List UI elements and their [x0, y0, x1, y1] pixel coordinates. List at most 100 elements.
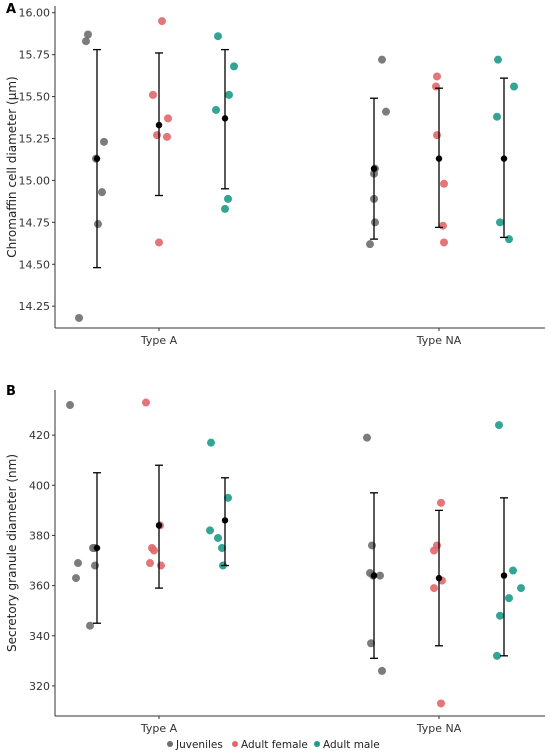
- y-axis-title: Secretory granule diameter (nm): [5, 454, 19, 652]
- y-tick-label: 15.25: [19, 132, 51, 145]
- data-point: [225, 90, 233, 99]
- data-point: [66, 401, 74, 410]
- x-tick-label: Type NA: [416, 334, 462, 347]
- data-point: [440, 179, 448, 188]
- mean-point: [155, 522, 163, 529]
- data-point: [94, 220, 102, 229]
- data-point: [221, 204, 229, 213]
- data-point: [363, 433, 371, 442]
- data-point: [505, 235, 513, 244]
- x-tick-label: Type A: [140, 722, 178, 735]
- legend-label: Adult male: [323, 739, 380, 751]
- data-point: [153, 131, 161, 140]
- data-point: [214, 32, 222, 41]
- legend-label: Adult female: [241, 739, 308, 751]
- data-point: [150, 546, 158, 555]
- x-tick-label: Type A: [140, 334, 178, 347]
- data-point: [430, 546, 438, 555]
- data-point: [230, 62, 238, 71]
- data-point: [155, 238, 163, 247]
- y-tick-label: 420: [29, 429, 50, 442]
- legend-label: Juveniles: [175, 739, 223, 751]
- data-point: [91, 561, 99, 570]
- data-point: [517, 584, 525, 593]
- data-point: [98, 188, 106, 197]
- y-tick-label: 360: [29, 580, 50, 593]
- mean-point: [435, 155, 443, 162]
- data-point: [493, 651, 501, 660]
- data-point: [158, 17, 166, 26]
- data-point: [146, 559, 154, 568]
- data-point: [218, 543, 226, 552]
- mean-point: [500, 572, 508, 579]
- data-point: [86, 621, 94, 630]
- y-tick-label: 14.75: [19, 216, 51, 229]
- data-point: [439, 221, 447, 230]
- data-point: [496, 218, 504, 227]
- data-point: [224, 194, 232, 203]
- data-point: [430, 584, 438, 593]
- y-tick-label: 15.75: [19, 49, 51, 62]
- data-point: [437, 498, 445, 507]
- legend-swatch: [314, 741, 320, 747]
- y-tick-label: 16.00: [19, 7, 51, 20]
- data-point: [433, 72, 441, 81]
- data-point: [212, 105, 220, 114]
- legend: Juveniles Adult female Adult male: [167, 739, 380, 751]
- data-point: [433, 131, 441, 140]
- panel-letter: B: [6, 384, 16, 399]
- data-point: [72, 574, 80, 583]
- data-point: [368, 541, 376, 550]
- mean-point: [221, 517, 229, 524]
- data-point: [440, 238, 448, 247]
- data-point: [496, 611, 504, 620]
- panel-b: B 320 340 360 380 400 420 Type A Type NA Secretor…: [5, 384, 545, 735]
- data-point: [509, 566, 517, 575]
- data-point: [367, 639, 375, 648]
- mean-point: [93, 155, 101, 162]
- mean-point: [221, 115, 229, 122]
- data-point: [75, 313, 83, 322]
- data-point: [376, 571, 384, 580]
- data-point: [378, 55, 386, 64]
- panel-a: A 14.25 14.50 14.75 15.00 15.25 15.50 15.75 16.0…: [5, 2, 545, 347]
- y-tick-label: 380: [29, 529, 50, 542]
- data-point: [163, 132, 171, 141]
- data-point: [510, 82, 518, 91]
- data-point: [207, 438, 215, 447]
- mean-point: [93, 544, 101, 552]
- data-point: [378, 666, 386, 675]
- data-point: [82, 37, 90, 46]
- y-tick-label: 320: [29, 680, 50, 693]
- data-point: [495, 421, 503, 430]
- data-point: [437, 699, 445, 708]
- data-point: [74, 559, 82, 568]
- data-point: [493, 112, 501, 121]
- data-point: [505, 594, 513, 603]
- mean-point: [500, 155, 508, 162]
- data-point: [224, 493, 232, 502]
- y-tick-label: 400: [29, 479, 50, 492]
- data-point: [149, 90, 157, 99]
- legend-swatch: [232, 741, 238, 747]
- data-point: [494, 55, 502, 64]
- panel-letter: A: [6, 2, 16, 17]
- mean-point: [370, 572, 378, 579]
- y-tick-label: 340: [29, 630, 50, 643]
- mean-point: [370, 165, 378, 172]
- legend-swatch: [167, 741, 173, 747]
- data-point: [157, 561, 165, 570]
- data-point: [382, 107, 390, 116]
- x-tick-label: Type NA: [416, 722, 462, 735]
- data-point: [366, 240, 374, 249]
- data-point: [214, 533, 222, 542]
- y-tick-label: 15.00: [19, 174, 51, 187]
- data-point: [84, 30, 92, 39]
- data-point: [206, 526, 214, 535]
- data-point: [164, 114, 172, 123]
- mean-point: [435, 574, 443, 582]
- y-tick-label: 15.50: [19, 91, 51, 104]
- data-point: [100, 137, 108, 146]
- y-axis-title: Chromaffin cell diameter (µm): [5, 76, 19, 257]
- y-tick-label: 14.25: [19, 300, 51, 313]
